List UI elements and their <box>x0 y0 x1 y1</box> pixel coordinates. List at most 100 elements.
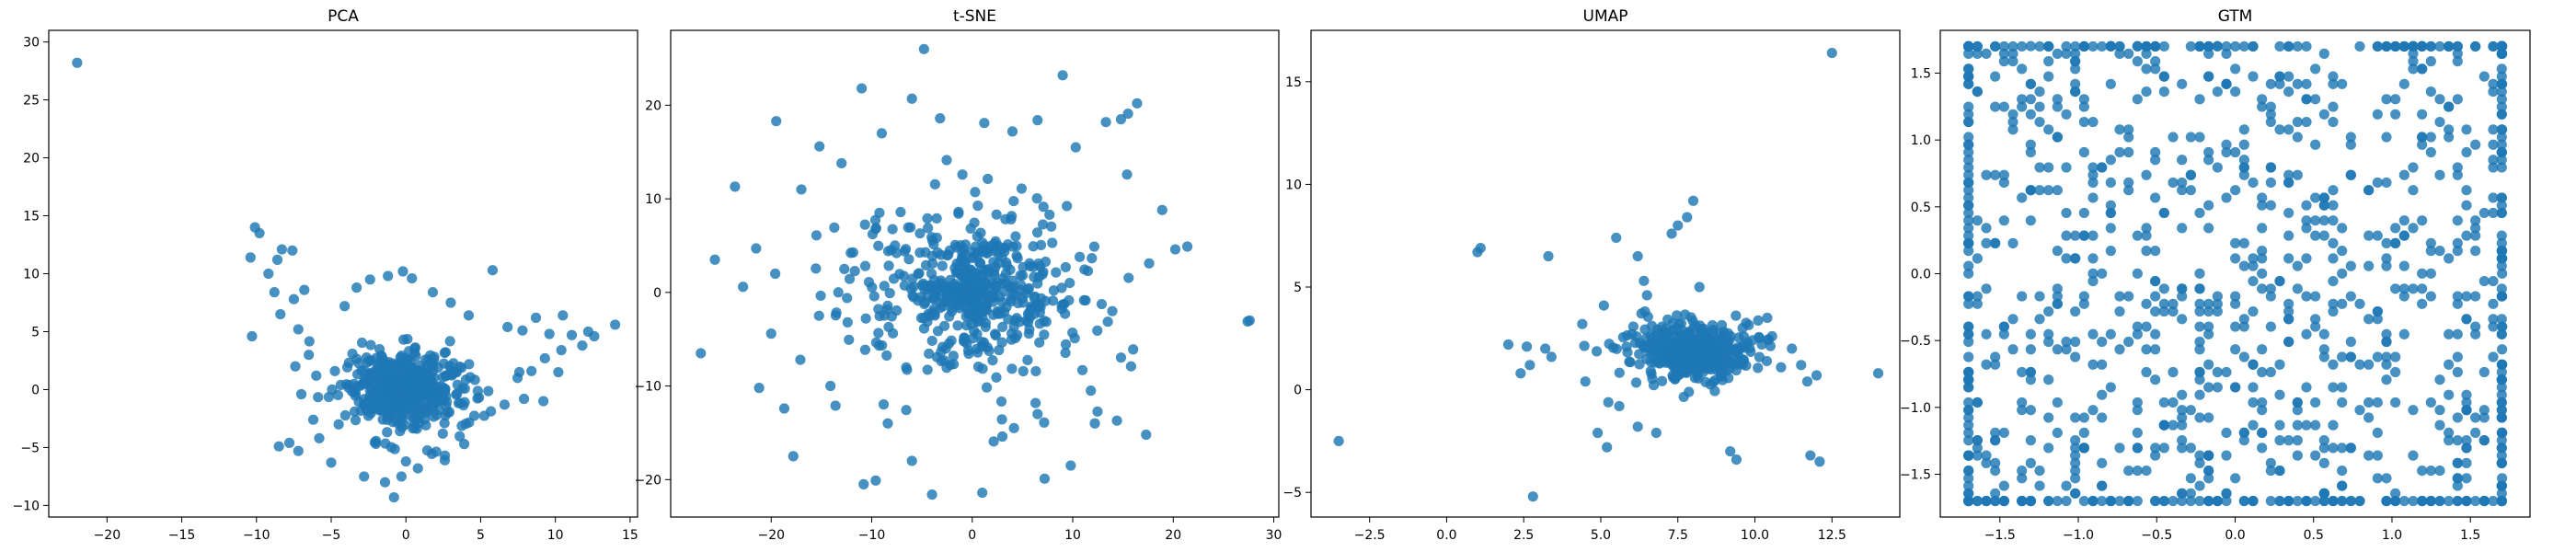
scatter-point <box>2337 466 2348 477</box>
scatter-point <box>2034 291 2045 302</box>
scatter-point <box>1593 427 1604 439</box>
scatter-point <box>2488 298 2499 309</box>
scatter-point <box>487 265 499 276</box>
scatter-point <box>1963 48 1974 59</box>
scatter-point <box>1753 315 1764 327</box>
scatter-point <box>1963 207 1974 219</box>
scatter-point <box>440 347 452 358</box>
scatter-point <box>856 83 868 94</box>
scatter-point <box>2194 305 2205 317</box>
scatter-point <box>2398 215 2409 226</box>
scatter-point <box>1776 362 1787 373</box>
y-tick-label: 15 <box>1285 75 1302 90</box>
scatter-point <box>2337 443 2348 454</box>
scatter-point <box>913 295 924 306</box>
scatter-point <box>2238 435 2249 446</box>
scatter-point <box>2417 215 2428 226</box>
scatter-point <box>517 325 528 336</box>
scatter-point <box>1621 341 1632 352</box>
scatter-point <box>983 173 994 185</box>
scatter-point <box>2185 495 2196 507</box>
scatter-point <box>1711 364 1722 376</box>
scatter-point <box>443 407 454 418</box>
scatter-point <box>796 184 807 195</box>
scatter-point <box>2203 48 2214 59</box>
scatter-point <box>966 318 977 330</box>
scatter-point <box>1668 372 1679 383</box>
scatter-point <box>970 187 981 198</box>
scatter-point <box>2328 298 2339 309</box>
scatter-point <box>859 344 871 355</box>
scatter-point <box>981 304 992 315</box>
scatter-point <box>1608 342 1619 353</box>
scatter-point <box>2114 344 2125 355</box>
scatter-point <box>2087 230 2099 241</box>
scatter-point <box>2363 185 2375 196</box>
scatter-point <box>2070 78 2081 89</box>
scatter-point <box>1602 442 1613 453</box>
y-tick-label: 1.5 <box>1911 67 1931 82</box>
scatter-point <box>1990 40 2001 52</box>
scatter-point <box>1963 78 1974 89</box>
scatter-point <box>888 273 900 284</box>
scatter-point <box>891 247 903 259</box>
scatter-point <box>2452 480 2463 491</box>
scatter-point <box>2398 169 2409 180</box>
scatter-point <box>2070 230 2081 241</box>
scatter-point <box>1125 361 1136 372</box>
scatter-point <box>2452 366 2463 378</box>
scatter-point <box>2354 40 2365 52</box>
scatter-point <box>2257 443 2268 454</box>
scatter-point <box>1972 291 1983 302</box>
scatter-point <box>379 477 391 488</box>
scatter-point <box>2230 237 2241 248</box>
scatter-point <box>2496 207 2507 219</box>
scatter-point <box>2434 466 2445 477</box>
scatter-point <box>1502 339 1514 351</box>
scatter-point <box>356 337 368 349</box>
scatter-point <box>2488 162 2499 173</box>
scatter-point <box>2461 200 2472 211</box>
scatter-point <box>1694 282 1705 293</box>
scatter-point <box>566 329 578 340</box>
scatter-point <box>2257 366 2268 378</box>
scatter-point <box>1006 126 1018 137</box>
scatter-point <box>2070 450 2081 461</box>
scatter-point <box>937 260 948 271</box>
scatter-point <box>2025 328 2036 339</box>
scatter-point <box>2114 124 2125 135</box>
scatter-point <box>2496 405 2507 416</box>
scatter-point <box>906 93 917 104</box>
scatter-point <box>2248 397 2259 408</box>
scatter-point <box>1998 215 2009 226</box>
scatter-point <box>765 328 776 339</box>
scatter-point <box>2310 215 2321 226</box>
scatter-point <box>2043 374 2054 385</box>
scatter-point <box>1082 265 1094 277</box>
scatter-point <box>326 457 337 468</box>
scatter-point <box>2052 246 2063 257</box>
scatter-point <box>2496 48 2507 59</box>
scatter-point <box>2408 56 2419 67</box>
scatter-point <box>388 491 399 503</box>
scatter-point <box>1963 366 1974 378</box>
scatter-point <box>2087 177 2099 189</box>
scatter-point <box>2452 298 2463 309</box>
y-tick-label: 25 <box>23 94 40 109</box>
scatter-point <box>2212 298 2223 309</box>
subplot-title: UMAP <box>1583 7 1628 26</box>
scatter-point <box>2488 78 2499 89</box>
scatter-point <box>2345 260 2356 271</box>
scatter-point <box>954 303 965 314</box>
scatter-point <box>936 356 947 367</box>
scatter-point <box>960 257 971 269</box>
scatter-point <box>2318 457 2329 468</box>
scatter-point <box>2398 283 2409 294</box>
scatter-point <box>1092 406 1103 417</box>
scatter-point <box>1060 308 1071 319</box>
scatter-point <box>2488 321 2499 332</box>
scatter-point <box>2007 124 2018 135</box>
scatter-point <box>1060 261 1071 273</box>
scatter-point <box>2007 237 2018 248</box>
